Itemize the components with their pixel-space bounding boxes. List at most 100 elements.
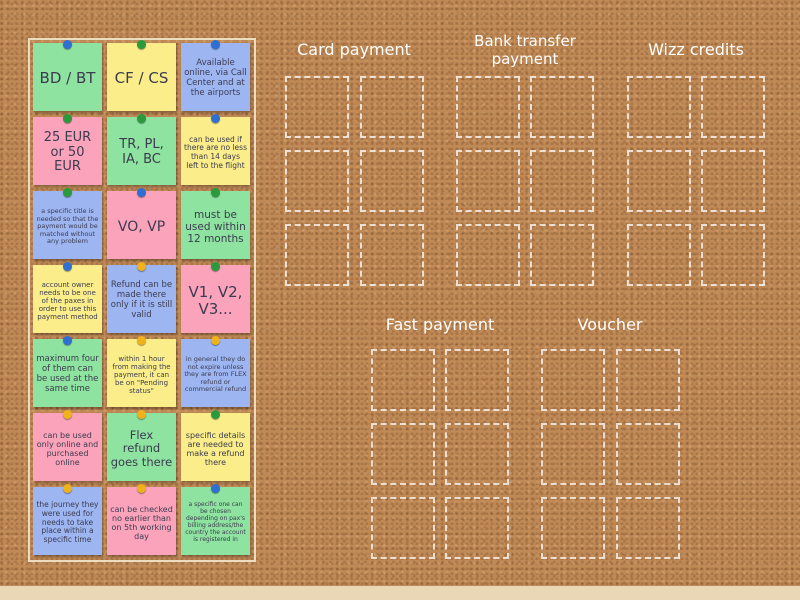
pushpin-icon (63, 484, 72, 493)
card-text: must be used within 12 months (185, 208, 246, 246)
drop-zone[interactable] (360, 150, 424, 212)
drop-zone[interactable] (285, 76, 349, 138)
card-text: can be used if there are no less than 14… (184, 134, 247, 170)
pushpin-icon (63, 336, 72, 345)
group-title: Bank transfer payment (474, 32, 576, 68)
drop-zone[interactable] (456, 224, 520, 286)
card-text: V1, V2, V3... (188, 282, 243, 318)
card-text: can be used only online and purchased on… (36, 430, 99, 468)
drop-zone[interactable] (445, 497, 509, 559)
drop-zone[interactable] (627, 224, 691, 286)
pushpin-icon (63, 188, 72, 197)
pushpin-icon (63, 40, 72, 49)
sticky-note-card[interactable]: V1, V2, V3... (181, 262, 250, 333)
card-text: maximum four of them can be used at the … (36, 354, 99, 394)
drop-zone[interactable] (701, 224, 765, 286)
drop-zone[interactable] (456, 150, 520, 212)
drop-zone[interactable] (627, 150, 691, 212)
group-title: Fast payment (385, 315, 495, 334)
sticky-note-card[interactable]: can be used only online and purchased on… (33, 410, 102, 481)
pushpin-icon (211, 410, 220, 419)
drop-zone[interactable] (371, 497, 435, 559)
drop-zone[interactable] (530, 150, 594, 212)
card-text: the journey they were used for needs to … (36, 500, 99, 544)
card-tray (28, 38, 256, 562)
drop-zone[interactable] (541, 423, 605, 485)
sticky-note-card[interactable]: can be checked no earlier than on 5th wo… (107, 484, 176, 555)
drop-zone[interactable] (360, 76, 424, 138)
group-title: Wizz credits (648, 40, 744, 59)
group-title: Voucher (577, 315, 643, 334)
group-title: Card payment (297, 40, 411, 59)
sticky-note-card[interactable]: Available online, via Call Center and at… (181, 40, 250, 111)
drop-zone[interactable] (616, 349, 680, 411)
drop-zone[interactable] (285, 224, 349, 286)
card-text: TR, PL, IA, BC (119, 137, 164, 167)
pushpin-icon (211, 336, 220, 345)
sticky-note-card[interactable]: Refund can be made there only if it is s… (107, 262, 176, 333)
card-text: can be checked no earlier than on 5th wo… (110, 504, 173, 542)
card-text: Available online, via Call Center and at… (184, 58, 247, 98)
sticky-note-card[interactable]: VO, VP (107, 188, 176, 259)
sticky-note-card[interactable]: 25 EUR or 50 EUR (33, 114, 102, 185)
pushpin-icon (211, 188, 220, 197)
pushpin-icon (211, 262, 220, 271)
sticky-note-card[interactable]: BD / BT (33, 40, 102, 111)
drop-zone[interactable] (530, 76, 594, 138)
card-text: Flex refund goes there (110, 428, 173, 469)
pushpin-icon (137, 262, 146, 271)
drop-zone[interactable] (701, 76, 765, 138)
card-text: within 1 hour from making the payment, i… (112, 354, 171, 396)
pushpin-icon (63, 262, 72, 271)
drop-zone[interactable] (445, 349, 509, 411)
pushpin-icon (137, 336, 146, 345)
sticky-note-card[interactable]: TR, PL, IA, BC (107, 114, 176, 185)
card-text: a specific one can be chosen depending o… (185, 501, 246, 543)
card-text: specific details are needed to make a re… (185, 430, 246, 468)
pushpin-icon (211, 40, 220, 49)
pushpin-icon (63, 114, 72, 123)
sticky-note-card[interactable]: account owner needs to be one of the pax… (33, 262, 102, 333)
pushpin-icon (211, 114, 220, 123)
drop-zone[interactable] (371, 349, 435, 411)
drop-zone[interactable] (541, 349, 605, 411)
drop-zone[interactable] (371, 423, 435, 485)
drop-zone[interactable] (616, 423, 680, 485)
drop-zone[interactable] (360, 224, 424, 286)
pushpin-icon (137, 410, 146, 419)
sticky-note-card[interactable]: the journey they were used for needs to … (33, 484, 102, 555)
sticky-note-card[interactable]: Flex refund goes there (107, 410, 176, 481)
card-text: 25 EUR or 50 EUR (43, 129, 92, 175)
card-text: a specific title is needed so that the p… (36, 207, 99, 246)
card-text: account owner needs to be one of the pax… (37, 280, 98, 322)
drop-zone[interactable] (285, 150, 349, 212)
sticky-note-card[interactable]: specific details are needed to make a re… (181, 410, 250, 481)
drop-zone[interactable] (701, 150, 765, 212)
card-text: in general they do not expire unless the… (184, 355, 247, 394)
pushpin-icon (211, 484, 220, 493)
pushpin-icon (137, 114, 146, 123)
sticky-note-card[interactable]: within 1 hour from making the payment, i… (107, 336, 176, 407)
drop-zone[interactable] (530, 224, 594, 286)
pushpin-icon (137, 40, 146, 49)
card-text: Refund can be made there only if it is s… (110, 280, 173, 320)
drop-zone[interactable] (541, 497, 605, 559)
sticky-note-card[interactable]: a specific title is needed so that the p… (33, 188, 102, 259)
card-text: VO, VP (117, 218, 166, 235)
card-text: CF / CS (114, 69, 169, 88)
board-bottom-bar (0, 586, 800, 600)
pushpin-icon (137, 484, 146, 493)
drop-zone[interactable] (616, 497, 680, 559)
sticky-note-card[interactable]: a specific one can be chosen depending o… (181, 484, 250, 555)
drop-zone[interactable] (627, 76, 691, 138)
sticky-note-card[interactable]: CF / CS (107, 40, 176, 111)
sticky-note-card[interactable]: can be used if there are no less than 14… (181, 114, 250, 185)
drop-zone[interactable] (445, 423, 509, 485)
card-text: BD / BT (39, 69, 96, 88)
drop-zone[interactable] (456, 76, 520, 138)
pushpin-icon (63, 410, 72, 419)
sticky-note-card[interactable]: in general they do not expire unless the… (181, 336, 250, 407)
sticky-note-card[interactable]: maximum four of them can be used at the … (33, 336, 102, 407)
sticky-note-card[interactable]: must be used within 12 months (181, 188, 250, 259)
pushpin-icon (137, 188, 146, 197)
